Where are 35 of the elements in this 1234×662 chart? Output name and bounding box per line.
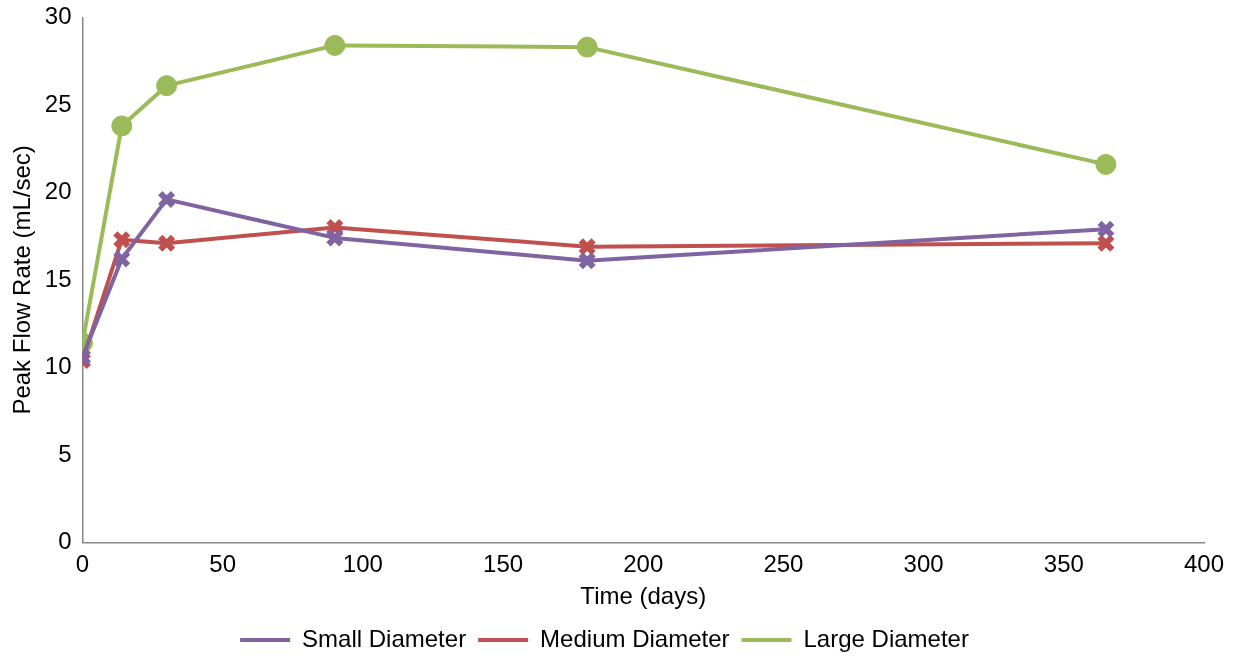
y-tick-label: 20 xyxy=(44,177,72,205)
x-tick-label: 0 xyxy=(75,550,90,578)
y-tick-label: 15 xyxy=(44,264,72,292)
x-tick-label: 100 xyxy=(342,550,383,578)
x-axis-title: Time (days) xyxy=(580,582,707,610)
point xyxy=(577,237,597,257)
point xyxy=(325,228,345,248)
legend-label: Large Diameter xyxy=(803,624,969,652)
legend-label: Medium Diameter xyxy=(540,624,730,652)
point xyxy=(577,251,597,271)
x-tick-label: 350 xyxy=(1043,550,1084,578)
point xyxy=(112,230,132,250)
y-tick-label: 30 xyxy=(44,2,72,30)
y-tick-label: 10 xyxy=(44,352,72,380)
point xyxy=(156,75,178,97)
y-tick-label: 5 xyxy=(58,439,72,467)
point xyxy=(112,249,132,269)
point xyxy=(576,36,598,58)
point xyxy=(1096,219,1116,239)
point xyxy=(324,34,346,56)
point xyxy=(1096,233,1116,253)
point xyxy=(111,115,133,137)
point xyxy=(1095,153,1117,175)
legend-label: Small Diameter xyxy=(302,624,467,652)
point xyxy=(157,190,176,209)
y-tick-label: 0 xyxy=(58,527,72,555)
x-tick-label: 150 xyxy=(483,550,524,578)
x-tick-label: 400 xyxy=(1183,550,1225,578)
point xyxy=(157,233,176,253)
x-tick-label: 250 xyxy=(763,550,804,578)
y-tick-label: 25 xyxy=(44,89,72,117)
y-axis-title: Peak Flow Rate (mL/sec) xyxy=(8,145,36,415)
x-tick-label: 300 xyxy=(903,550,944,578)
x-tick-label: 200 xyxy=(623,550,664,578)
x-tick-label: 50 xyxy=(209,550,237,578)
